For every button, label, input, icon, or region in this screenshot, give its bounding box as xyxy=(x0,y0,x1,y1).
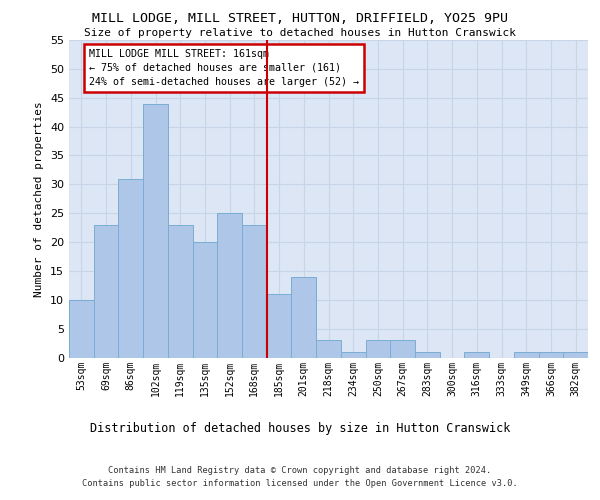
Bar xyxy=(514,352,539,358)
Bar xyxy=(143,104,168,358)
Bar xyxy=(118,178,143,358)
Bar xyxy=(168,224,193,358)
Bar xyxy=(341,352,365,358)
Bar xyxy=(69,300,94,358)
Y-axis label: Number of detached properties: Number of detached properties xyxy=(34,101,44,296)
Bar xyxy=(242,224,267,358)
Bar xyxy=(316,340,341,357)
Text: Distribution of detached houses by size in Hutton Cranswick: Distribution of detached houses by size … xyxy=(90,422,510,435)
Bar xyxy=(365,340,390,357)
Bar xyxy=(292,276,316,357)
Bar xyxy=(563,352,588,358)
Bar xyxy=(464,352,489,358)
Bar xyxy=(539,352,563,358)
Text: MILL LODGE MILL STREET: 161sqm
← 75% of detached houses are smaller (161)
24% of: MILL LODGE MILL STREET: 161sqm ← 75% of … xyxy=(89,48,359,86)
Text: Contains HM Land Registry data © Crown copyright and database right 2024.
Contai: Contains HM Land Registry data © Crown c… xyxy=(82,466,518,487)
Bar xyxy=(193,242,217,358)
Text: MILL LODGE, MILL STREET, HUTTON, DRIFFIELD, YO25 9PU: MILL LODGE, MILL STREET, HUTTON, DRIFFIE… xyxy=(92,12,508,26)
Bar xyxy=(415,352,440,358)
Bar xyxy=(267,294,292,358)
Bar xyxy=(94,224,118,358)
Bar xyxy=(217,213,242,358)
Bar xyxy=(390,340,415,357)
Text: Size of property relative to detached houses in Hutton Cranswick: Size of property relative to detached ho… xyxy=(84,28,516,38)
